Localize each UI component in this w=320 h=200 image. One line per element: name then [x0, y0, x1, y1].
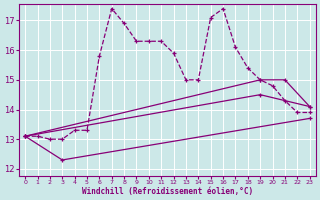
X-axis label: Windchill (Refroidissement éolien,°C): Windchill (Refroidissement éolien,°C) [82, 187, 253, 196]
